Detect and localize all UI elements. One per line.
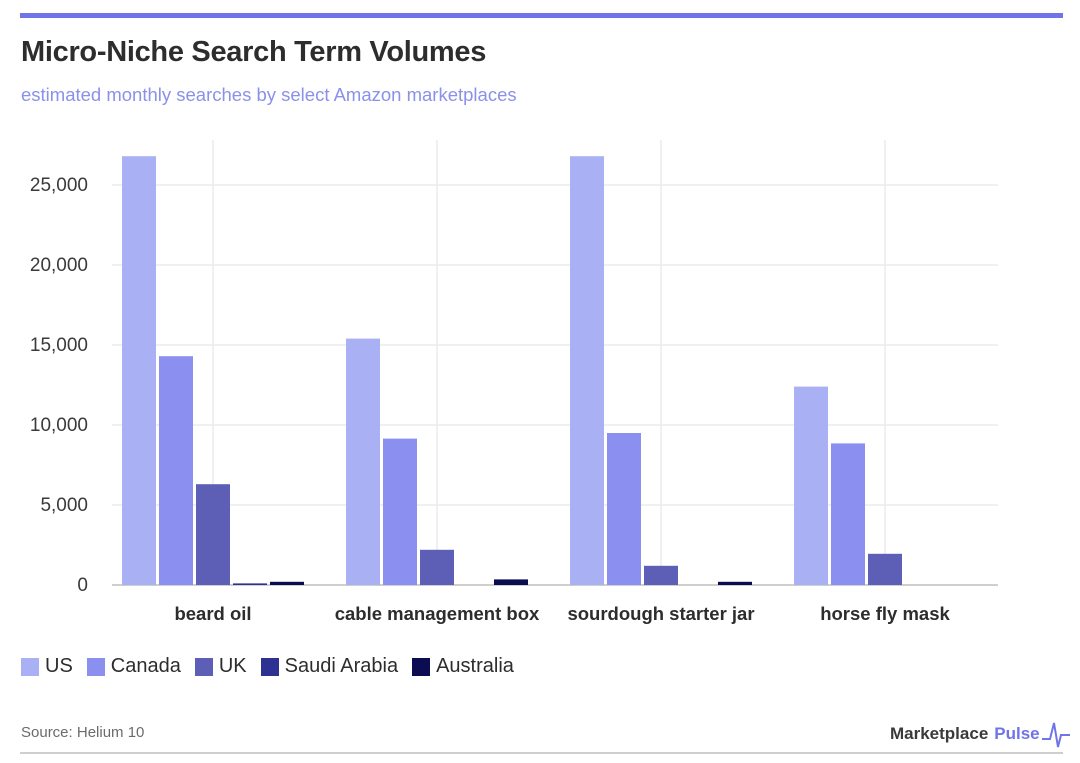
legend-item: US xyxy=(21,655,73,678)
y-tick-label: 15,000 xyxy=(30,335,88,356)
bar-us xyxy=(122,156,156,585)
source-note: Source: Helium 10 xyxy=(21,724,145,741)
legend-label: Canada xyxy=(110,655,181,677)
legend-label: UK xyxy=(218,655,247,677)
legend-item: Canada xyxy=(86,655,181,678)
y-tick-label: 10,000 xyxy=(30,415,88,436)
bar-chart: 0 5,000 10,000 15,000 20,000 25,000 beard oil… xyxy=(30,140,998,624)
bar-canada xyxy=(831,443,865,585)
legend-swatch xyxy=(412,657,431,676)
y-axis-ticks: 0 5,000 10,000 15,000 20,000 25,000 xyxy=(30,175,88,596)
legend-item: Saudi Arabia xyxy=(260,655,399,678)
bar-us xyxy=(346,338,380,585)
y-tick-label: 5,000 xyxy=(40,495,88,516)
legend-swatch xyxy=(194,657,213,676)
y-tick-label: 20,000 xyxy=(30,255,88,276)
y-tick-label: 25,000 xyxy=(30,175,88,196)
brand-logo: Marketplace Pulse xyxy=(890,717,1070,751)
bar-uk xyxy=(868,553,902,585)
chart-subtitle: estimated monthly searches by select Ama… xyxy=(21,84,517,105)
x-tick-label: sourdough starter jar xyxy=(567,603,754,624)
bar-australia xyxy=(270,581,304,585)
bar-us xyxy=(794,386,828,585)
bar-canada xyxy=(159,356,193,585)
bar-uk xyxy=(196,484,230,585)
chart-title: Micro-Niche Search Term Volumes xyxy=(21,36,487,68)
bar-uk xyxy=(644,565,678,585)
bar-saudi-arabia xyxy=(233,583,267,585)
x-tick-label: beard oil xyxy=(174,603,251,624)
brand-name-part2: Pulse xyxy=(994,724,1040,743)
top-accent-rule xyxy=(20,13,1063,18)
y-tick-label: 0 xyxy=(77,575,88,596)
bar-australia xyxy=(718,581,752,585)
legend-swatch xyxy=(260,657,279,676)
legend-label: US xyxy=(45,655,73,677)
x-tick-label: cable management box xyxy=(335,603,540,624)
legend-label: Saudi Arabia xyxy=(284,655,399,677)
bar-series xyxy=(122,156,902,585)
bar-canada xyxy=(383,438,417,585)
brand-name-part1: Marketplace xyxy=(890,724,989,743)
legend-item: UK xyxy=(194,655,247,678)
legend-label: Australia xyxy=(436,655,514,677)
legend: US Canada UK Saudi Arabia Australia xyxy=(21,655,528,678)
bar-canada xyxy=(607,433,641,585)
bar-uk xyxy=(420,549,454,585)
pulse-icon xyxy=(1041,722,1070,748)
x-tick-label: horse fly mask xyxy=(820,603,950,624)
bottom-rule xyxy=(20,752,1063,754)
grid-lines xyxy=(112,140,998,586)
legend-item: Australia xyxy=(412,655,514,678)
bar-us xyxy=(570,156,604,585)
legend-swatch xyxy=(86,657,105,676)
legend-swatch xyxy=(21,657,39,676)
x-axis-ticks: beard oil cable management box sourdough s… xyxy=(174,603,950,624)
bar-australia xyxy=(494,579,528,585)
